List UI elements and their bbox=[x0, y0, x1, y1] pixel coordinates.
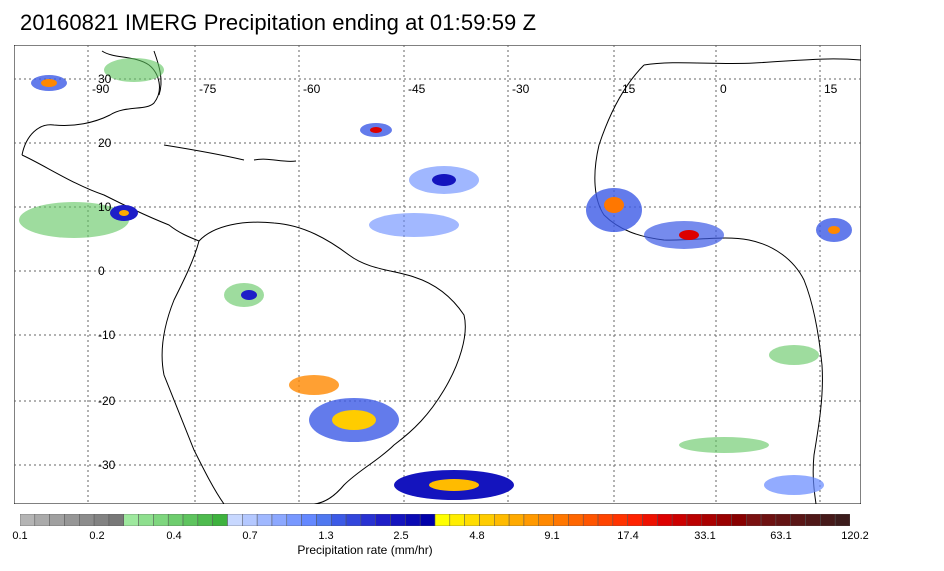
longitude-labels: -90 -75 -60 -45 -30 -15 0 15 bbox=[92, 82, 838, 96]
colorbar-swatch bbox=[612, 514, 628, 526]
colorbar-swatch bbox=[523, 514, 539, 526]
colorbar-swatch bbox=[256, 514, 273, 526]
longitude-label: 15 bbox=[824, 82, 838, 96]
colorbar-swatch bbox=[271, 514, 288, 526]
colorbar-swatch bbox=[597, 514, 614, 526]
cuba bbox=[163, 144, 245, 161]
colorbar-tick-label: 0.4 bbox=[166, 530, 182, 542]
colorbar-swatch bbox=[419, 514, 436, 526]
colorbar-swatch bbox=[153, 514, 169, 526]
colorbar-tick-label: 9.1 bbox=[544, 530, 560, 542]
map-gridlines bbox=[14, 45, 861, 504]
colorbar-swatch bbox=[64, 514, 80, 526]
colorbar-swatch bbox=[331, 514, 347, 526]
colorbar-swatch bbox=[746, 514, 762, 526]
longitude-label: -45 bbox=[408, 82, 426, 96]
colorbar-swatch bbox=[790, 514, 806, 526]
colorbar-swatch bbox=[345, 514, 362, 526]
colorbar-swatch bbox=[20, 514, 36, 526]
latitude-label: -30 bbox=[98, 458, 116, 472]
page-title: 20160821 IMERG Precipitation ending at 0… bbox=[20, 10, 537, 35]
latitude-label: -20 bbox=[98, 394, 116, 408]
north-africa bbox=[643, 58, 861, 66]
precipitation-field bbox=[19, 58, 852, 500]
colorbar-title: Precipitation rate (mm/hr) bbox=[297, 543, 433, 557]
colorbar-tick-label: 0.7 bbox=[242, 530, 258, 542]
colorbar-swatch bbox=[242, 514, 258, 526]
colorbar-swatch bbox=[479, 514, 495, 526]
colorbar-swatch bbox=[701, 514, 717, 526]
longitude-label: 0 bbox=[720, 82, 727, 96]
colorbar-swatch bbox=[657, 514, 673, 526]
colorbar-swatch bbox=[108, 514, 125, 526]
colorbar-swatch bbox=[568, 514, 584, 526]
longitude-label: -60 bbox=[303, 82, 321, 96]
colorbar-swatch bbox=[182, 514, 199, 526]
colorbar-swatch bbox=[167, 514, 184, 526]
colorbar-swatch bbox=[405, 514, 421, 526]
colorbar-swatch bbox=[360, 514, 376, 526]
colorbar-swatch bbox=[434, 514, 451, 526]
colorbar-swatch bbox=[212, 514, 228, 526]
colorbar-swatch bbox=[820, 514, 836, 526]
longitude-label: -75 bbox=[199, 82, 217, 96]
latitude-labels: 30 20 10 0 -10 -20 -30 bbox=[98, 72, 116, 472]
colorbar-tick-label: 0.1 bbox=[12, 530, 28, 542]
longitude-label: -30 bbox=[512, 82, 530, 96]
colorbar-swatch bbox=[582, 514, 599, 526]
colorbar-swatch bbox=[449, 514, 465, 526]
west-africa bbox=[594, 64, 823, 504]
colorbar-swatch bbox=[123, 514, 139, 526]
colorbar-swatch bbox=[197, 514, 213, 526]
precipitation-map: -90 -75 -60 -45 -30 -15 0 15 30 20 10 0 -10 -20 -30 bbox=[14, 45, 861, 504]
colorbar-tick-label: 4.8 bbox=[469, 530, 485, 542]
colorbar-swatch bbox=[775, 514, 791, 526]
colorbar-swatch bbox=[760, 514, 777, 526]
colorbar-swatch bbox=[508, 514, 525, 526]
south-america bbox=[161, 221, 466, 504]
colorbar-swatch bbox=[34, 514, 50, 526]
latitude-label: 20 bbox=[98, 136, 112, 150]
latitude-label: 0 bbox=[98, 264, 105, 278]
colorbar-swatch bbox=[301, 514, 317, 526]
colorbar-swatch bbox=[79, 514, 95, 526]
colorbar-swatch bbox=[138, 514, 154, 526]
latitude-label: -10 bbox=[98, 328, 116, 342]
colorbar-swatch bbox=[731, 514, 747, 526]
map-background bbox=[14, 45, 861, 504]
colorbar-swatch bbox=[671, 514, 688, 526]
colorbar-swatch bbox=[49, 514, 65, 526]
colorbar-swatch bbox=[93, 514, 110, 526]
hispaniola bbox=[253, 158, 297, 162]
longitude-label: -15 bbox=[618, 82, 636, 96]
colorbar-swatch bbox=[494, 514, 510, 526]
colorbar-swatch bbox=[834, 514, 850, 526]
colorbar-swatch bbox=[716, 514, 732, 526]
colorbar bbox=[20, 514, 850, 526]
latitude-label: 10 bbox=[98, 200, 112, 214]
colorbar-swatch bbox=[627, 514, 643, 526]
colorbar-swatch bbox=[642, 514, 658, 526]
colorbar-swatch bbox=[390, 514, 406, 526]
colorbar-tick-label: 1.3 bbox=[318, 530, 334, 542]
colorbar-tick-label: 17.4 bbox=[617, 530, 639, 542]
longitude-label: -90 bbox=[92, 82, 110, 96]
colorbar-swatch bbox=[316, 514, 332, 526]
colorbar-swatch bbox=[286, 514, 302, 526]
colorbar-tick-label: 0.2 bbox=[89, 530, 105, 542]
colorbar-swatch bbox=[538, 514, 554, 526]
colorbar-tick-label: 2.5 bbox=[393, 530, 409, 542]
latitude-label: 30 bbox=[98, 72, 112, 86]
colorbar-swatch bbox=[464, 514, 480, 526]
colorbar-tick-label: 63.1 bbox=[770, 530, 792, 542]
colorbar-swatch bbox=[227, 514, 243, 526]
colorbar-swatch bbox=[375, 514, 391, 526]
colorbar-tick-label: 120.2 bbox=[841, 530, 869, 542]
colorbar-tick-label: 33.1 bbox=[694, 530, 716, 542]
colorbar-swatch bbox=[553, 514, 569, 526]
colorbar-swatch bbox=[805, 514, 821, 526]
colorbar-swatch bbox=[686, 514, 703, 526]
